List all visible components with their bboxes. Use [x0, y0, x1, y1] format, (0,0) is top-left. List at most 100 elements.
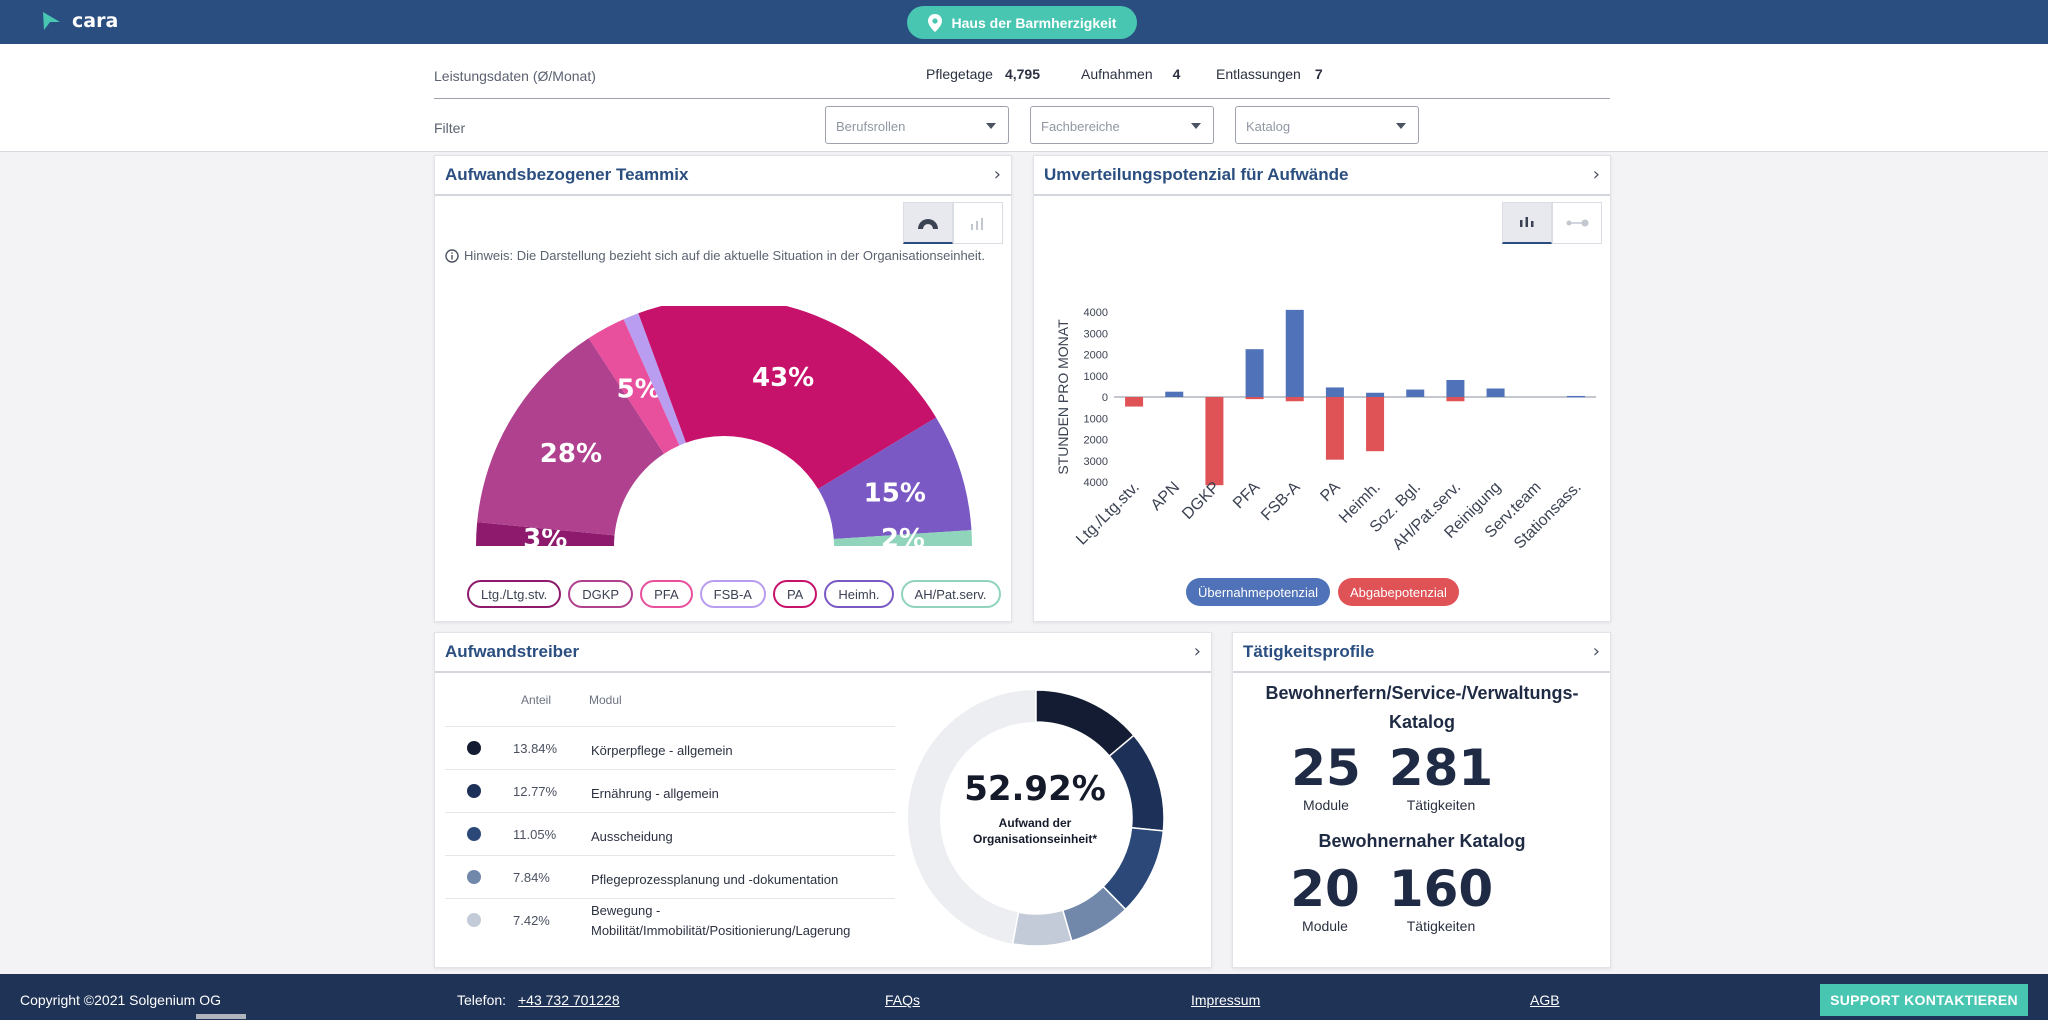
bar-view-button[interactable] [953, 202, 1003, 244]
impressum-link[interactable]: Impressum [1191, 992, 1261, 1008]
bar[interactable] [1366, 397, 1385, 452]
row-anteil: 7.42% [513, 913, 550, 928]
caret-down-icon [1396, 123, 1406, 129]
filter-label: Filter [434, 120, 466, 136]
bar[interactable] [1205, 397, 1224, 486]
legend-chip[interactable]: AH/Pat.serv. [900, 580, 1001, 608]
row-color-dot [467, 741, 481, 755]
x-tick-label: PA [1317, 479, 1344, 506]
bar[interactable] [1245, 349, 1264, 397]
bar[interactable] [1285, 309, 1304, 397]
bar[interactable] [1165, 391, 1184, 397]
umverteilung-bar-chart: STUNDEN PRO MONAT 4000 3000 2000 1000 0 1000 20… [1055, 307, 1596, 553]
teammix-segment[interactable] [833, 530, 972, 546]
table-row[interactable]: 7.84% Pflegeprozessplanung und -dokumenta… [445, 855, 895, 898]
bar[interactable] [1125, 397, 1144, 407]
teammix-segment-label: 15% [864, 478, 926, 508]
info-icon [445, 248, 459, 263]
x-tick-label: PFA [1230, 479, 1264, 513]
bar[interactable] [1325, 397, 1344, 460]
umverteilung-card-header[interactable]: Umverteilungspotenzial für Aufwände › [1034, 156, 1610, 196]
dot-plot-view-button[interactable] [1552, 202, 1602, 244]
footer: Copyright ©2021 Solgenium OG Telefon: +4… [0, 974, 2048, 1020]
legend-chip[interactable]: Heimh. [824, 580, 894, 608]
abgabepotenzial-legend-button[interactable]: Abgabepotenzial [1337, 578, 1459, 606]
teammix-semicircle-chart: 3%28%5% 43%15%2% [476, 306, 972, 546]
y-tick-label: 1000 [1084, 371, 1108, 383]
chevron-right-icon[interactable]: › [1193, 641, 1201, 662]
umverteilung-view-toggle [1502, 202, 1602, 244]
support-button[interactable]: SUPPORT KONTAKTIEREN [1820, 984, 2028, 1016]
column-header-anteil: Anteil [521, 693, 552, 707]
bar[interactable] [1285, 397, 1304, 402]
teammix-segment[interactable] [477, 338, 664, 536]
catalog-title-bewohnernah: Bewohnernaher Katalog [1318, 831, 1526, 851]
fachbereiche-select[interactable]: Fachbereiche [1030, 106, 1214, 144]
table-row[interactable]: 13.84% Körperpflege - allgemein [445, 726, 895, 769]
bar[interactable] [1446, 397, 1465, 402]
location-pin-icon [927, 13, 942, 32]
legend-chip[interactable]: FSB-A [699, 580, 766, 608]
teammix-card-header[interactable]: Aufwandsbezogener Teammix › [435, 156, 1011, 196]
legend-chip[interactable]: DGKP [568, 580, 634, 608]
semicircle-chart-icon [918, 218, 938, 229]
bar[interactable] [1486, 388, 1505, 398]
taetigkeitsprofile-card-header[interactable]: Tätigkeitsprofile › [1233, 633, 1610, 673]
table-row[interactable]: 7.42% Bewegung - Mobilität/Immobilität/Po… [445, 898, 895, 941]
catalog-title-bewohnerfern: Bewohnerfern/Service-/Verwaltungs-Katalo… [1265, 683, 1579, 732]
legend-chip[interactable]: PA [772, 580, 818, 608]
bar-chart-icon [1520, 216, 1534, 227]
header-divider [434, 98, 1610, 99]
teammix-segment[interactable] [818, 417, 972, 539]
agb-link[interactable]: AGB [1530, 992, 1560, 1008]
bar[interactable] [1366, 392, 1385, 397]
activities-label: Tätigkeiten [1406, 918, 1476, 934]
teammix-segment[interactable] [588, 319, 680, 454]
donut-center: 52.92% Aufwand der Organisationseinheit* [955, 769, 1115, 847]
app-logo[interactable]: cara [40, 10, 118, 32]
semicircle-view-button[interactable] [903, 202, 953, 244]
chevron-right-icon[interactable]: › [1592, 164, 1600, 185]
donut-segment[interactable] [1108, 734, 1165, 832]
chevron-right-icon[interactable]: › [993, 164, 1001, 185]
location-label: Haus der Barmherzigkeit [951, 14, 1117, 31]
teammix-segment[interactable] [476, 522, 615, 546]
donut-segment[interactable] [1011, 909, 1073, 947]
bar-chart-icon [971, 218, 983, 230]
y-tick-label: 4000 [1084, 307, 1108, 319]
column-header-modul: Modul [589, 693, 622, 707]
bar[interactable] [1406, 389, 1425, 397]
bar[interactable] [1566, 395, 1585, 398]
faqs-link[interactable]: FAQs [885, 992, 921, 1008]
legend-chip[interactable]: PFA [640, 580, 693, 608]
table-row[interactable]: 12.77% Ernährung - allgemein [445, 769, 895, 812]
donut-segment[interactable] [1035, 689, 1135, 758]
teammix-segment[interactable] [638, 306, 937, 489]
donut-value: 52.92% [964, 769, 1106, 809]
horizontal-scrollbar[interactable] [196, 1014, 246, 1019]
bar[interactable] [1446, 380, 1465, 397]
location-selector[interactable]: Haus der Barmherzigkeit [907, 6, 1137, 39]
row-color-dot [467, 784, 481, 798]
modules-label: Module [1302, 918, 1348, 934]
bar-view-button[interactable] [1502, 202, 1552, 244]
caret-down-icon [1191, 123, 1201, 129]
legend-chip[interactable]: Ltg./Ltg.stv. [467, 580, 562, 608]
bar[interactable] [1245, 397, 1264, 400]
chevron-right-icon[interactable]: › [1592, 641, 1600, 662]
phone-link[interactable]: +43 732 701228 [518, 992, 620, 1008]
y-tick-label: 2000 [1084, 435, 1108, 447]
activities-count: 281 [1388, 739, 1494, 797]
katalog-select[interactable]: Katalog [1235, 106, 1419, 144]
donut-label: Aufwand der Organisationseinheit* [972, 816, 1098, 846]
teammix-segment[interactable] [623, 313, 687, 446]
berufsrollen-select[interactable]: Berufsrollen [825, 106, 1009, 144]
row-modul: Bewegung - Mobilität/Immobilität/Positio… [591, 903, 851, 938]
aufwandstreiber-card-header[interactable]: Aufwandstreiber › [435, 633, 1211, 673]
activities-count: 160 [1388, 860, 1494, 918]
uebernahmepotenzial-legend-button[interactable]: Übernahmepotenzial [1186, 578, 1330, 606]
table-row[interactable]: 11.05% Ausscheidung [445, 812, 895, 855]
row-anteil: 12.77% [513, 784, 558, 799]
modules-count: 20 [1290, 860, 1360, 918]
bar[interactable] [1325, 387, 1344, 397]
